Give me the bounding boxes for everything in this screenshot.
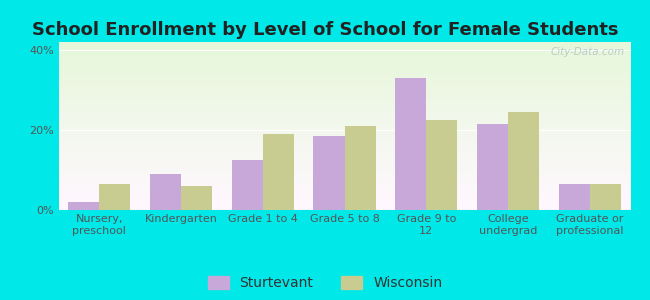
Bar (58, 139, 630, 141)
Bar (58, 52, 630, 55)
Bar (58, 82, 630, 84)
Bar (558, 184, 590, 210)
Bar (313, 136, 345, 210)
Bar (68, 202, 99, 210)
Bar (58, 197, 630, 200)
Bar (58, 128, 630, 130)
Bar (344, 126, 376, 210)
Bar (58, 71, 630, 74)
Bar (58, 166, 630, 168)
Bar (58, 164, 630, 166)
Bar (58, 206, 630, 208)
Bar (590, 184, 621, 210)
Bar (58, 187, 630, 189)
Bar (508, 112, 539, 210)
Bar (395, 78, 426, 210)
Bar (58, 90, 630, 92)
Bar (58, 181, 630, 183)
Bar (58, 122, 630, 124)
Bar (58, 185, 630, 187)
Text: School Enrollment by Level of School for Female Students: School Enrollment by Level of School for… (32, 21, 618, 39)
Bar (58, 59, 630, 61)
Bar (58, 147, 630, 149)
Bar (58, 111, 630, 113)
Bar (58, 202, 630, 204)
Bar (58, 118, 630, 120)
Bar (58, 78, 630, 80)
Bar (58, 107, 630, 109)
Bar (58, 105, 630, 107)
Bar (58, 94, 630, 97)
Bar (58, 48, 630, 50)
Bar (58, 55, 630, 57)
Bar (58, 170, 630, 172)
Bar (58, 76, 630, 78)
Bar (58, 124, 630, 126)
Bar (58, 126, 630, 128)
Bar (58, 113, 630, 116)
Bar (58, 136, 630, 139)
Bar (58, 61, 630, 63)
Bar (426, 120, 457, 210)
Bar (58, 50, 630, 52)
Bar (58, 183, 630, 185)
Bar (58, 158, 630, 160)
Bar (58, 143, 630, 145)
Bar (58, 178, 630, 181)
Bar (58, 174, 630, 176)
Bar (58, 84, 630, 86)
Bar (58, 103, 630, 105)
Bar (58, 130, 630, 132)
Bar (58, 149, 630, 151)
Bar (99, 184, 131, 210)
Bar (58, 67, 630, 69)
Bar (58, 132, 630, 134)
Legend: Sturtevant, Wisconsin: Sturtevant, Wisconsin (207, 276, 443, 290)
Bar (58, 134, 630, 136)
Bar (58, 141, 630, 143)
Bar (477, 124, 508, 210)
Bar (58, 162, 630, 164)
Bar (58, 57, 630, 59)
Bar (58, 193, 630, 195)
Bar (58, 168, 630, 170)
Bar (58, 160, 630, 162)
Bar (58, 99, 630, 101)
Bar (58, 153, 630, 155)
Bar (58, 92, 630, 95)
Bar (58, 44, 630, 46)
Bar (58, 80, 630, 82)
Bar (58, 155, 630, 158)
Text: City-Data.com: City-Data.com (551, 47, 625, 57)
Bar (58, 109, 630, 111)
Bar (58, 191, 630, 193)
Bar (181, 186, 212, 210)
Bar (58, 151, 630, 153)
Bar (58, 189, 630, 191)
Bar (232, 160, 263, 210)
Bar (58, 101, 630, 103)
Bar (58, 97, 630, 99)
Bar (58, 69, 630, 71)
Bar (263, 134, 294, 210)
Bar (58, 204, 630, 206)
Bar (58, 200, 630, 202)
Bar (58, 86, 630, 88)
Bar (58, 145, 630, 147)
Bar (150, 174, 181, 210)
Bar (58, 120, 630, 122)
Bar (58, 172, 630, 174)
Bar (58, 63, 630, 65)
Bar (58, 195, 630, 197)
Bar (58, 176, 630, 178)
Bar (58, 74, 630, 76)
Bar (58, 88, 630, 90)
Bar (58, 116, 630, 118)
Bar (58, 46, 630, 48)
Bar (58, 42, 630, 44)
Bar (58, 208, 630, 210)
Bar (58, 65, 630, 67)
